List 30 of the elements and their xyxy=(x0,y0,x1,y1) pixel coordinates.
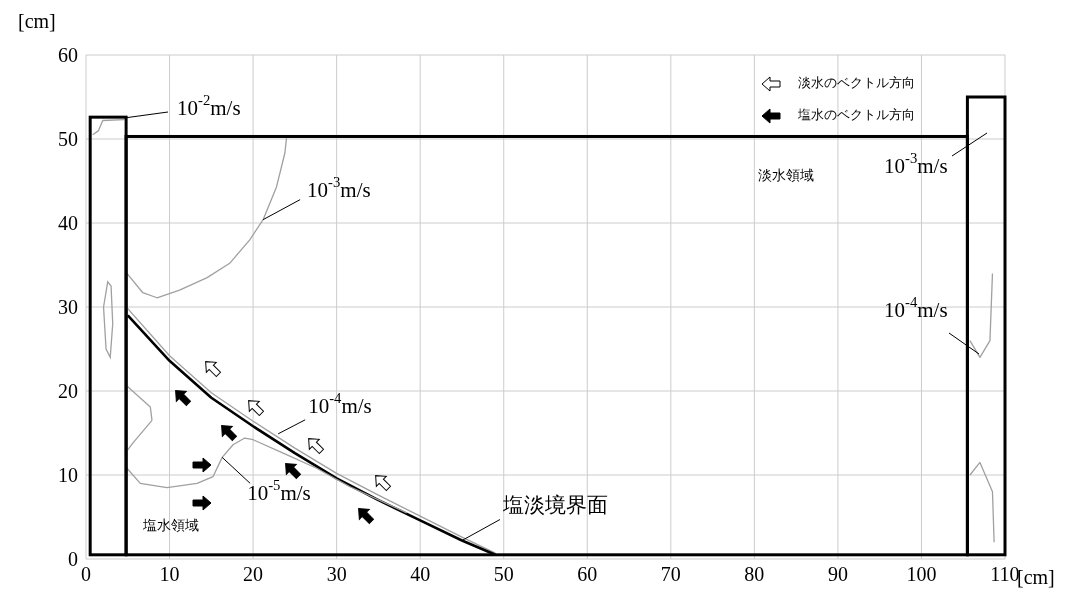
y-tick-label: 0 xyxy=(68,548,78,571)
annotation: 10$^{-2}$m/s xyxy=(177,92,241,120)
annotation: 塩水のベクトル方向 xyxy=(797,106,915,122)
x-tick-label: 40 xyxy=(410,563,431,586)
annotation: 淡水のベクトル方向 xyxy=(798,74,915,90)
x-tick-label: 80 xyxy=(744,563,765,586)
y-tick-label: 50 xyxy=(58,128,78,151)
annotation: 10$^{-3}$m/s xyxy=(884,150,948,178)
x-tick-label: 90 xyxy=(827,563,848,586)
annotation: 淡水領域 xyxy=(758,168,814,184)
x-tick-label: 60 xyxy=(577,563,598,586)
y-tick-label: 30 xyxy=(58,296,78,319)
x-tick-label: 70 xyxy=(660,563,681,586)
annotation: 10$^{-3}$m/s xyxy=(307,174,371,202)
x-tick-label: 100 xyxy=(906,563,937,586)
x-tick-label: 20 xyxy=(243,563,264,586)
x-axis-title: [cm] xyxy=(1017,566,1055,588)
x-tick-label: 50 xyxy=(493,563,514,586)
y-tick-label: 60 xyxy=(58,44,78,67)
y-axis-title: [cm] xyxy=(18,10,56,32)
annotation: 10$^{-4}$m/s xyxy=(884,294,948,322)
annotation: 10$^{-5}$m/s xyxy=(247,477,311,506)
annotation: 塩淡境界面 xyxy=(501,492,608,517)
x-tick-label: 10 xyxy=(159,563,180,586)
y-tick-label: 10 xyxy=(58,464,78,487)
y-tick-label: 40 xyxy=(58,212,78,235)
x-tick-label: 30 xyxy=(326,563,347,586)
y-tick-label: 20 xyxy=(58,380,78,403)
annotation: 10$^{-4}$m/s xyxy=(308,390,372,418)
annotation: 塩水領域 xyxy=(142,518,199,534)
